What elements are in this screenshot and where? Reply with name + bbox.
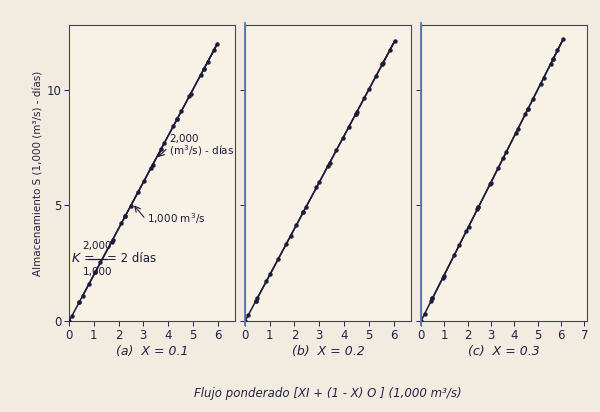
- Y-axis label: Almacenamiento S (1,000 (m³/s) - días): Almacenamiento S (1,000 (m³/s) - días): [34, 70, 44, 276]
- Text: $K$ =: $K$ =: [71, 252, 95, 265]
- Text: (m$^3$/s) - días: (m$^3$/s) - días: [169, 143, 235, 158]
- Text: = 2 días: = 2 días: [107, 252, 157, 265]
- X-axis label: (c)  X = 0.3: (c) X = 0.3: [468, 345, 539, 358]
- X-axis label: (b)  X = 0.2: (b) X = 0.2: [292, 345, 364, 358]
- X-axis label: (a)  X = 0.1: (a) X = 0.1: [116, 345, 188, 358]
- Text: 2,000: 2,000: [83, 241, 112, 250]
- Text: Flujo ponderado [XI + (1 - X) O ] (1,000 m³/s): Flujo ponderado [XI + (1 - X) O ] (1,000…: [194, 386, 462, 400]
- Text: 1,000 m$^3$/s: 1,000 m$^3$/s: [147, 211, 206, 226]
- Text: 1,000: 1,000: [83, 267, 112, 277]
- Text: 2,000: 2,000: [169, 134, 199, 144]
